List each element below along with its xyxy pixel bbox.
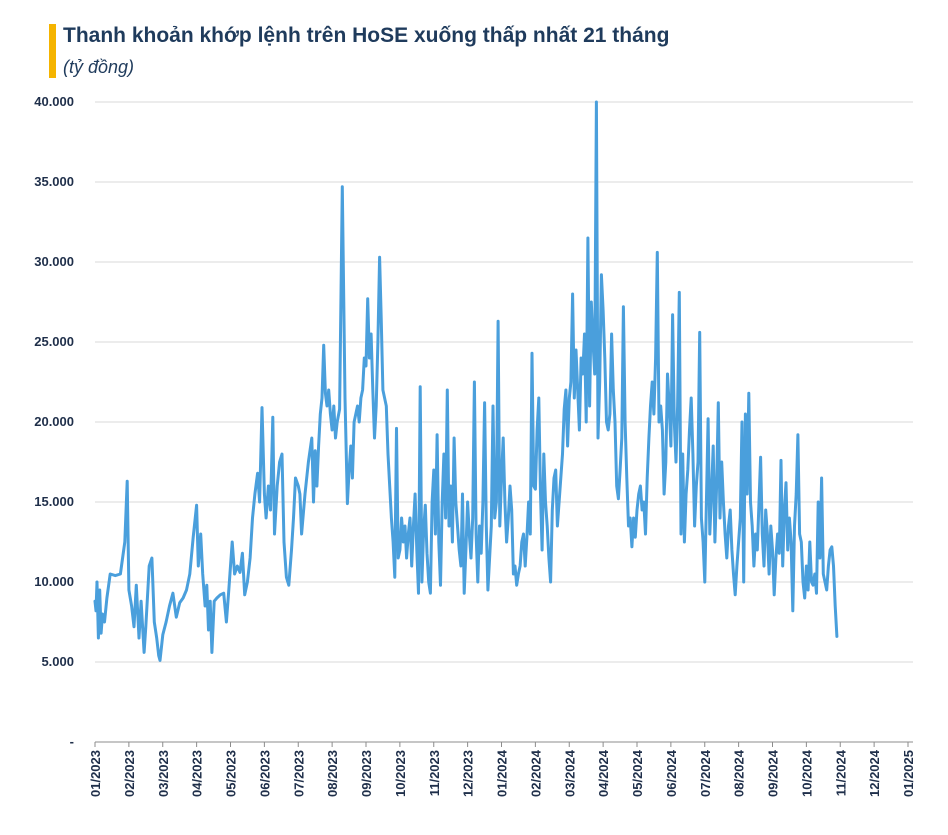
x-tick-label: 03/2023 — [156, 750, 171, 797]
x-tick-label: 09/2024 — [766, 749, 781, 797]
x-tick-label: 12/2024 — [867, 749, 882, 797]
series-layer — [93, 100, 839, 662]
y-axis-ticks: - 5.000 10.000 15.000 20.000 25.000 30.000 35.0… — [34, 94, 74, 749]
x-tick-label: 06/2024 — [664, 749, 679, 797]
y-tick-label: 10.000 — [34, 574, 74, 589]
x-tick-label: 06/2023 — [257, 750, 272, 797]
x-tick-label: 02/2024 — [528, 749, 543, 797]
series-line — [93, 100, 839, 662]
y-tick-label: 25.000 — [34, 334, 74, 349]
x-tick-label: 12/2023 — [461, 750, 476, 797]
x-tick-label: 01/2025 — [901, 750, 916, 797]
x-tick-label: 11/2024 — [833, 749, 848, 796]
gridlines — [95, 101, 913, 663]
title-accent-bar — [49, 24, 56, 78]
y-tick-label: 35.000 — [34, 174, 74, 189]
x-tick-label: 05/2024 — [630, 749, 645, 797]
x-tick-label: 07/2024 — [698, 749, 713, 797]
x-tick-label: 08/2024 — [732, 749, 747, 797]
y-tick-label: 40.000 — [34, 94, 74, 109]
x-tick-label: 11/2023 — [427, 750, 442, 796]
chart-subtitle: (tỷ đồng) — [63, 57, 135, 77]
x-tick-label: 08/2023 — [325, 750, 340, 797]
x-tick-label: 07/2023 — [291, 750, 306, 797]
x-tick-label: 10/2024 — [799, 749, 814, 797]
y-tick-label: - — [70, 734, 74, 749]
x-tick-label: 09/2023 — [359, 750, 374, 797]
y-tick-label: 30.000 — [34, 254, 74, 269]
x-tick-label: 05/2023 — [224, 750, 239, 797]
x-tick-label: 04/2023 — [190, 750, 205, 797]
chart-title: Thanh khoản khớp lệnh trên HoSE xuống th… — [63, 24, 670, 47]
x-tick-label: 03/2024 — [562, 749, 577, 797]
x-tick-label: 01/2023 — [88, 750, 103, 797]
x-axis-ticks: 01/2023 02/2023 03/2023 04/2023 05/2023 06/20… — [88, 742, 916, 797]
x-tick-label: 01/2024 — [495, 749, 510, 797]
x-tick-label: 02/2023 — [122, 750, 137, 797]
y-tick-label: 20.000 — [34, 414, 74, 429]
y-tick-label: 5.000 — [41, 654, 74, 669]
y-tick-label: 15.000 — [34, 494, 74, 509]
x-tick-label: 04/2024 — [596, 749, 611, 797]
x-tick-label: 10/2023 — [393, 750, 408, 797]
